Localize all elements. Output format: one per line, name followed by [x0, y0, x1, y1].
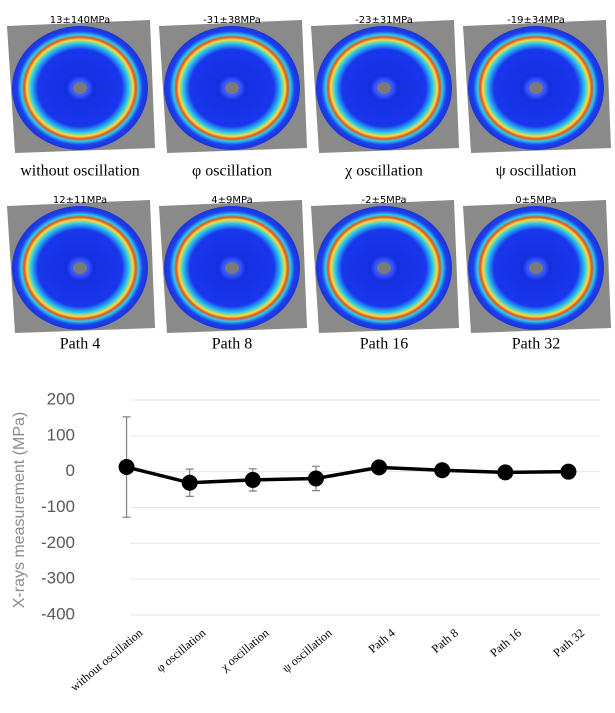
x-tick-label: χ oscillation	[217, 626, 271, 675]
figure: X-rays measurement (MPa) 13±140MPa withou…	[0, 0, 615, 713]
marker	[371, 459, 387, 475]
x-tick-label: φ oscillation	[153, 626, 208, 675]
figure-canvas: X-rays measurement (MPa) 13±140MPa withou…	[0, 0, 615, 713]
x-tick-label: Path 16	[487, 626, 524, 660]
stress-text: 0±5MPa	[515, 195, 556, 206]
panel-label: Path 32	[512, 336, 560, 353]
stress-text: -19±34MPa	[507, 15, 565, 26]
marker	[245, 472, 261, 488]
center-hole	[73, 82, 87, 94]
stress-text: -23±31MPa	[355, 15, 413, 26]
panel-label: φ oscillation	[192, 163, 272, 180]
y-tick-label: -100	[41, 497, 75, 516]
panel-label: without oscillation	[20, 163, 140, 180]
y-tick-label: 200	[47, 389, 75, 408]
panel-label: χ oscillation	[344, 163, 423, 180]
panel-label: Path 4	[60, 336, 100, 353]
panel-label: Path 8	[212, 336, 252, 353]
panel-label: ψ oscillation	[496, 163, 577, 180]
marker	[434, 462, 450, 478]
x-tick-label: Path 8	[429, 626, 461, 656]
y-tick-label: -300	[41, 569, 75, 588]
y-tick-label: -400	[41, 604, 75, 623]
y-tick-label: 0	[66, 461, 75, 480]
center-hole	[225, 82, 239, 94]
marker	[182, 475, 198, 491]
y-tick-label: 100	[47, 425, 75, 444]
marker	[497, 464, 513, 480]
center-hole	[225, 262, 239, 274]
x-tick-label: Path 32	[550, 626, 587, 660]
x-tick-label: Path 4	[366, 626, 398, 656]
marker	[119, 459, 135, 475]
panel-label: Path 16	[360, 336, 408, 353]
center-hole	[529, 82, 543, 94]
stress-text: 4±9MPa	[211, 195, 252, 206]
marker	[308, 470, 324, 486]
y-tick-label: -200	[41, 533, 75, 552]
center-hole	[529, 262, 543, 274]
stress-text: -2±5MPa	[361, 195, 406, 206]
center-hole	[73, 262, 87, 274]
y-axis-title: X-rays measurement (MPa)	[11, 412, 28, 609]
marker	[560, 464, 576, 480]
stress-text: 13±140MPa	[50, 15, 111, 26]
stress-text: 12±11MPa	[53, 195, 107, 206]
stress-text: -31±38MPa	[203, 15, 261, 26]
x-tick-label: without oscillation	[68, 626, 146, 694]
x-tick-label: ψ oscillation	[279, 626, 334, 676]
center-hole	[377, 262, 391, 274]
center-hole	[377, 82, 391, 94]
